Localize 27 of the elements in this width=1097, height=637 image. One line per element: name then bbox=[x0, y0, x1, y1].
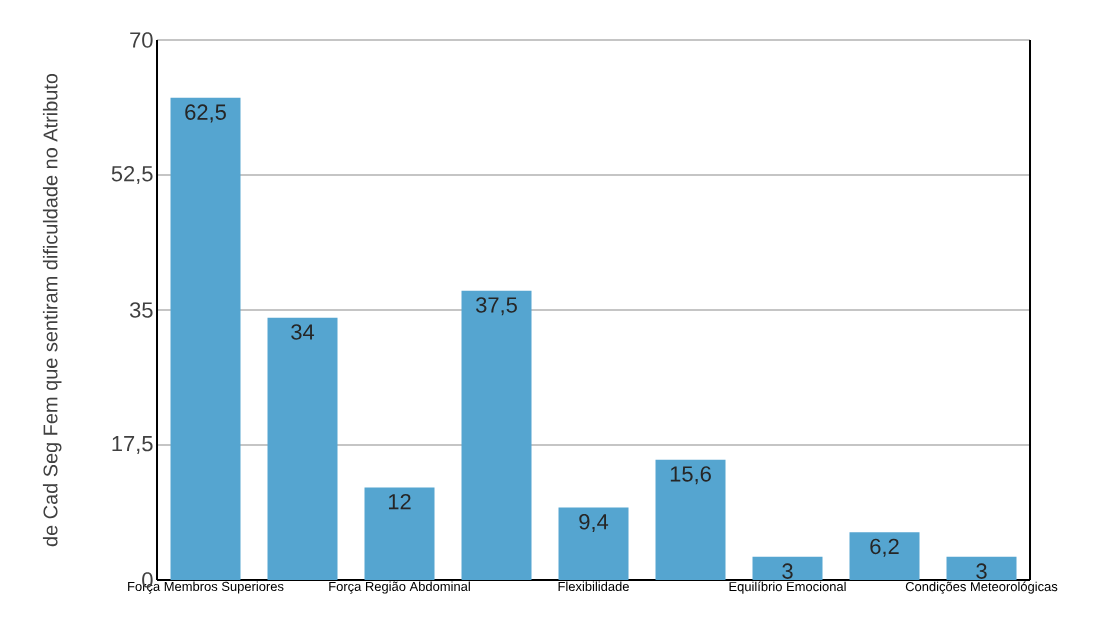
bar bbox=[170, 97, 241, 580]
bar bbox=[364, 487, 435, 580]
x-tick-label: Equilíbrio Emocional bbox=[729, 581, 846, 594]
data-label: 9,4 bbox=[579, 513, 609, 533]
data-label: 12 bbox=[388, 493, 411, 510]
x-tick-label: Condições Meteorológicas bbox=[905, 581, 1058, 594]
data-label: 34 bbox=[291, 324, 315, 340]
y-tick-label: 35 bbox=[129, 302, 153, 318]
y-axis-title: de Cad Seg Fem que sentiram dificuldade no Atributo bbox=[42, 73, 62, 547]
data-label: 37,5 bbox=[476, 297, 517, 316]
bar bbox=[461, 290, 532, 580]
y-tick-label: 52,5 bbox=[111, 165, 153, 185]
bar bbox=[752, 556, 823, 580]
x-tick-label: Força Região Abdominal bbox=[329, 581, 470, 594]
x-tick-label: Flexibilidade bbox=[558, 581, 629, 592]
data-label: 6,2 bbox=[870, 538, 899, 557]
bar bbox=[558, 507, 629, 580]
bar bbox=[267, 317, 338, 580]
y-tick-label: 17,5 bbox=[112, 436, 153, 454]
data-label: 62,5 bbox=[185, 104, 226, 123]
bar bbox=[946, 556, 1017, 580]
bar bbox=[849, 532, 920, 580]
data-label: 3 bbox=[782, 563, 793, 579]
data-label: 3 bbox=[976, 563, 987, 579]
y-tick-label: 70 bbox=[130, 32, 153, 48]
data-label: 15,6 bbox=[670, 466, 711, 485]
bar bbox=[655, 459, 726, 580]
